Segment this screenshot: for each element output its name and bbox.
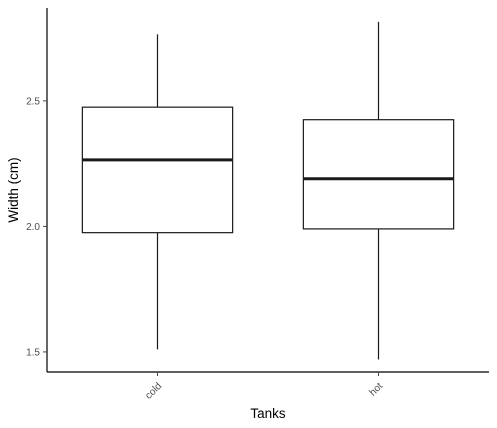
iqr-box [302, 119, 455, 230]
y-axis-title: Width (cm) [6, 157, 21, 222]
x-tick-label: hot [368, 381, 386, 399]
y-tick-label: 1.5 [26, 347, 40, 358]
box-hot [302, 21, 455, 360]
plot-area [81, 21, 455, 360]
iqr-box [81, 106, 234, 234]
x-axis-ticks: cold hot [143, 372, 385, 402]
x-tick-label: cold [143, 381, 164, 402]
y-axis-ticks: 1.5 2.0 2.5 [26, 96, 47, 358]
y-tick-label: 2.5 [26, 96, 40, 107]
x-axis-title: Tanks [250, 406, 286, 421]
box-cold [81, 34, 234, 350]
y-tick-label: 2.0 [26, 222, 40, 233]
